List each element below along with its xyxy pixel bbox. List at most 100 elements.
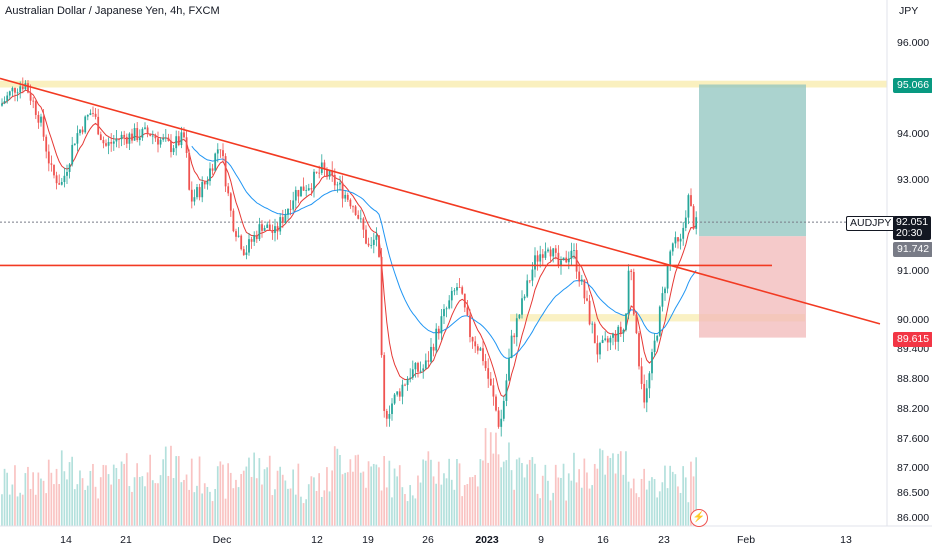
volume-bar xyxy=(274,489,276,526)
volume-bar xyxy=(294,494,297,526)
volume-bar xyxy=(604,474,606,526)
candle-body xyxy=(606,338,609,343)
candle-body xyxy=(422,368,425,371)
volume-bar xyxy=(684,477,687,526)
volume-bar xyxy=(253,452,255,526)
candle-body xyxy=(645,388,648,403)
volume-bar xyxy=(617,453,619,526)
y-tick-label: 88.200 xyxy=(897,403,929,415)
candle-body xyxy=(157,138,159,145)
volume-bar xyxy=(105,465,107,526)
volume-bar xyxy=(336,448,339,526)
volume-bar xyxy=(430,459,432,526)
lightning-icon[interactable]: ⚡ xyxy=(690,509,708,527)
volume-bar xyxy=(427,451,430,526)
candle-body xyxy=(583,279,586,299)
volume-bar xyxy=(669,465,671,526)
descending-trendline[interactable] xyxy=(0,77,881,325)
candle-body xyxy=(53,164,55,176)
candle-body xyxy=(570,250,573,259)
candle-body xyxy=(297,190,300,197)
y-tick-label: 87.600 xyxy=(897,433,929,445)
volume-bar xyxy=(79,470,81,526)
candle-body xyxy=(84,116,87,133)
volume-bar xyxy=(47,459,50,526)
candle-body xyxy=(326,169,328,177)
candle-body xyxy=(58,183,61,185)
volume-bar xyxy=(526,464,528,526)
volume-bar xyxy=(359,472,362,526)
candle-body xyxy=(94,113,97,117)
candle-body xyxy=(300,186,302,197)
candle-body xyxy=(60,182,63,185)
candle-body xyxy=(211,168,214,171)
volume-bar xyxy=(448,458,450,526)
candle-body xyxy=(105,143,107,146)
volume-bar xyxy=(578,469,580,526)
volume-bar xyxy=(141,476,144,526)
symbol-badge[interactable]: AUDJPY xyxy=(846,216,896,231)
volume-bar xyxy=(151,480,154,526)
volume-bar xyxy=(466,484,469,526)
volume-bar xyxy=(1,494,3,526)
volume-bar xyxy=(593,463,596,526)
volume-bar xyxy=(643,468,645,526)
candle-body xyxy=(341,182,344,199)
candle-body xyxy=(596,343,599,355)
volume-bar xyxy=(29,488,32,526)
candle-body xyxy=(349,199,352,207)
volume-bar xyxy=(575,482,578,526)
candle-body xyxy=(227,186,230,194)
volume-bar xyxy=(50,472,53,526)
candle-body xyxy=(162,138,165,140)
volume-bar xyxy=(188,489,190,526)
candle-body xyxy=(458,287,461,288)
volume-bar xyxy=(357,454,359,526)
candle-body xyxy=(229,193,232,211)
volume-bar xyxy=(115,468,118,526)
volume-bar xyxy=(401,487,404,526)
candle-body xyxy=(599,342,601,355)
candle-body xyxy=(128,133,131,144)
volume-bar xyxy=(482,460,484,526)
candle-body xyxy=(302,186,305,191)
candle-body xyxy=(432,346,435,351)
candle-body xyxy=(604,338,607,340)
candle-body xyxy=(185,137,188,153)
volume-bar xyxy=(513,489,515,526)
candle-body xyxy=(123,134,126,137)
volume-bar xyxy=(167,475,170,526)
candle-body xyxy=(671,243,674,252)
x-tick-label: 2023 xyxy=(475,534,499,546)
candle-body xyxy=(573,250,575,251)
candle-body xyxy=(424,360,427,369)
volume-bar xyxy=(487,462,489,526)
volume-bar xyxy=(261,484,263,526)
candle-body xyxy=(404,384,406,386)
volume-bar xyxy=(682,466,684,526)
candle-body xyxy=(396,391,399,395)
candle-body xyxy=(89,113,92,116)
candle-body xyxy=(159,139,162,145)
candle-body xyxy=(279,217,282,232)
volume-bar xyxy=(528,459,531,526)
candle-body xyxy=(674,237,677,244)
candle-body xyxy=(388,413,391,419)
currency-label: JPY xyxy=(899,5,919,17)
volume-bar xyxy=(458,463,461,526)
profit-target-zone[interactable] xyxy=(699,84,806,237)
stop-loss-zone[interactable] xyxy=(699,236,806,338)
volume-bar xyxy=(409,485,411,526)
candle-body xyxy=(601,339,604,343)
volume-bar xyxy=(287,488,289,526)
volume-bar xyxy=(92,463,94,526)
candle-body xyxy=(27,83,29,93)
volume-bar xyxy=(362,471,365,526)
volume-bar xyxy=(651,477,653,526)
candle-body xyxy=(684,217,687,228)
x-tick-label: Feb xyxy=(737,534,755,546)
volume-bar xyxy=(630,488,632,526)
candle-body xyxy=(669,251,672,265)
volume-bar xyxy=(190,458,193,526)
